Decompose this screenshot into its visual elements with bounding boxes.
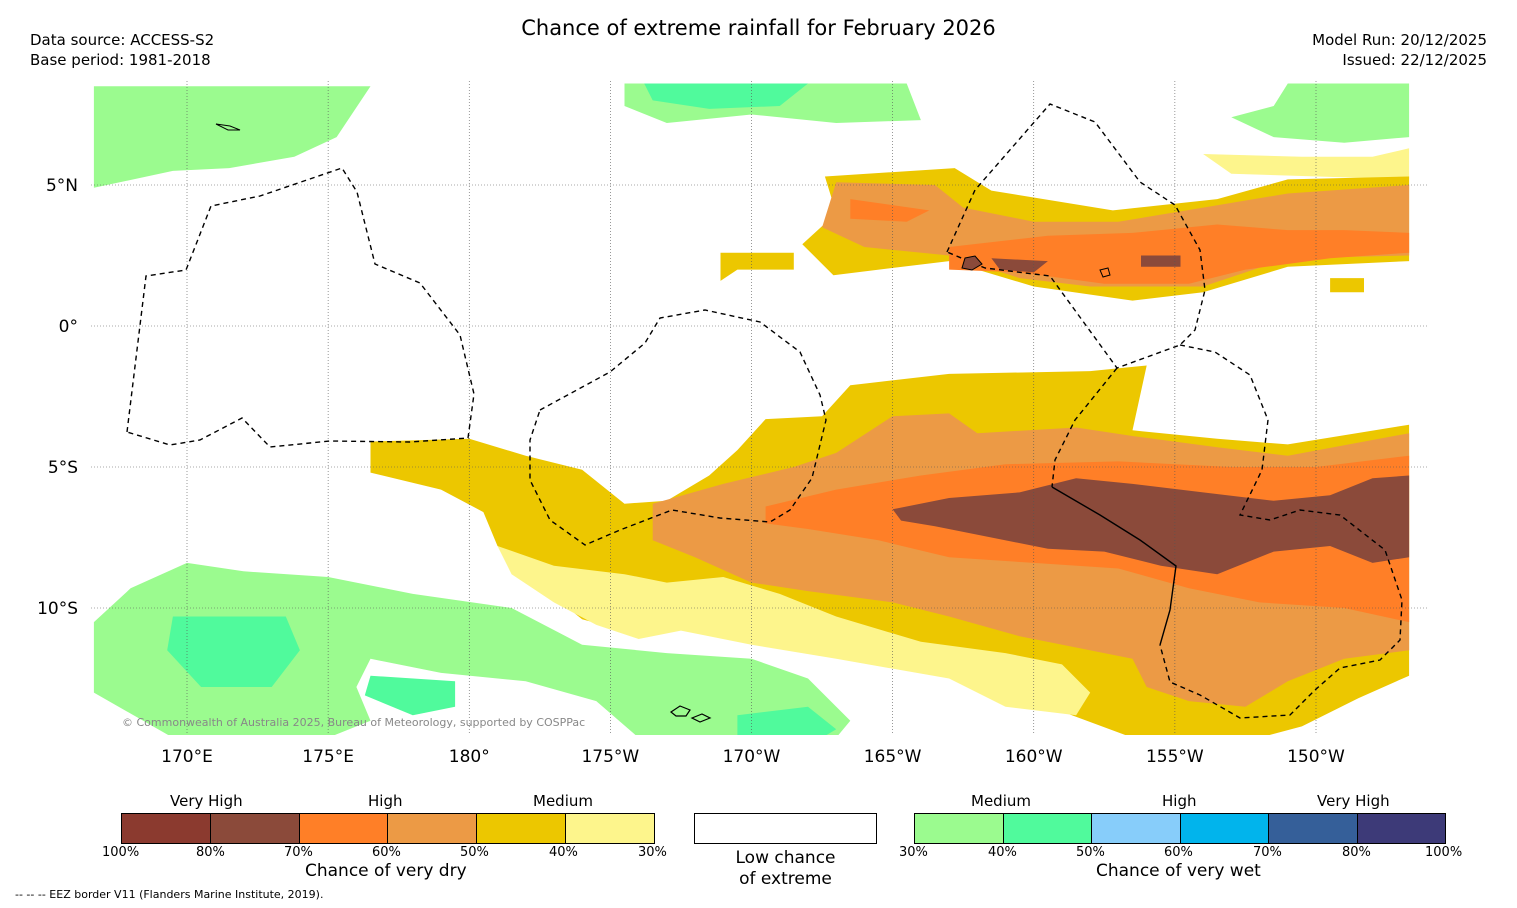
- dry-swatch-50-40: [477, 814, 567, 843]
- eez-border-howland: [529, 309, 827, 546]
- x-tick-label: 150°W: [1287, 747, 1345, 767]
- island-samoa-east: [690, 713, 712, 723]
- x-tick-label: 170°E: [161, 747, 213, 767]
- wet-swatch-60-70: [1180, 814, 1269, 843]
- wet-tick-30: 30%: [899, 845, 928, 860]
- wet-swatch-30-40: [915, 814, 1004, 843]
- dry-tick-30: 30%: [638, 845, 667, 860]
- dry-tick-100: 100%: [102, 845, 140, 860]
- base-period-label: Base period: 1981-2018: [30, 51, 211, 69]
- region-wet-40-50-2: [644, 83, 808, 109]
- eez-borders: [126, 103, 1403, 719]
- x-tick-label: 155°W: [1146, 747, 1204, 767]
- dry-tick-70: 70%: [284, 845, 313, 860]
- region-dry-80-70-17: [892, 475, 1410, 575]
- x-tick-label: 165°W: [864, 747, 922, 767]
- eez-border-cook: [1159, 344, 1403, 719]
- y-tick-label: 5°N: [46, 176, 78, 196]
- axis-ticks: 170°E 175°E 180° 175°W 170°W 165°W 160°W 155°W 1…: [37, 176, 1345, 767]
- low-chance-label: Low chance of extreme: [694, 848, 877, 890]
- wet-tick-40: 40%: [988, 845, 1017, 860]
- dry-group-high: High: [368, 792, 403, 810]
- region-dry-80-70-12: [1141, 255, 1181, 267]
- dry-swatch-100-80: [122, 814, 211, 843]
- low-chance-line1: Low chance: [735, 848, 836, 868]
- copyright-notice: © Commonwealth of Australia 2025, Bureau…: [122, 716, 586, 729]
- dry-swatch-40-30: [566, 814, 654, 843]
- eez-border-line-islands-north: [946, 103, 1206, 369]
- wet-group-very-high: Very High: [1317, 792, 1390, 810]
- x-tick-label: 160°W: [1005, 747, 1063, 767]
- wet-tick-80: 80%: [1342, 845, 1371, 860]
- low-chance-swatch: [694, 813, 877, 844]
- region-dry-40-30-14: [497, 546, 1091, 716]
- wet-tick-60: 60%: [1164, 845, 1193, 860]
- island-kiritimati: [961, 255, 983, 271]
- wet-tick-100: 100%: [1425, 845, 1463, 860]
- region-dry-50-40-7: [1330, 278, 1364, 293]
- region-dry-70-60-10: [949, 224, 1410, 284]
- region-wet-30-40-3: [1231, 83, 1410, 143]
- wet-swatch-40-50: [1003, 814, 1092, 843]
- islands: [215, 123, 1111, 723]
- wet-colorbar: [914, 813, 1446, 844]
- wet-group-high: High: [1162, 792, 1197, 810]
- eez-border-solid: [1051, 486, 1177, 646]
- region-wet-40-50-19: [167, 616, 300, 687]
- eez-border-marshall: [126, 167, 475, 448]
- region-dry-70-60-9: [850, 199, 930, 222]
- chart-title: Chance of extreme rainfall for February …: [521, 16, 996, 40]
- dry-tick-60: 60%: [372, 845, 401, 860]
- region-wet-30-40-0: [93, 86, 371, 188]
- region-wet-40-50-20: [364, 675, 456, 716]
- island-samoa: [669, 705, 691, 717]
- low-chance-line2: of extreme: [739, 869, 832, 889]
- dry-tick-50: 50%: [460, 845, 489, 860]
- y-tick-label: 0°: [59, 317, 78, 337]
- wet-colorbar-title: Chance of very wet: [1096, 861, 1261, 881]
- x-tick-label: 180°: [449, 747, 490, 767]
- dry-group-very-high: Very High: [170, 792, 243, 810]
- issued-label: Issued: 22/12/2025: [1342, 51, 1487, 69]
- island-atoll: [215, 123, 241, 131]
- dry-tick-80: 80%: [196, 845, 225, 860]
- island-tokelau: [1099, 267, 1111, 278]
- metadata-left: Data source: ACCESS-S2 Base period: 1981…: [30, 30, 214, 70]
- model-run-label: Model Run: 20/12/2025: [1312, 31, 1487, 49]
- x-tick-label: 175°E: [302, 747, 354, 767]
- metadata-right: Model Run: 20/12/2025 Issued: 22/12/2025: [1312, 30, 1487, 70]
- dry-tick-40: 40%: [549, 845, 578, 860]
- region-wet-40-50-21: [737, 706, 837, 735]
- dry-group-medium: Medium: [533, 792, 593, 810]
- data-source-label: Data source: ACCESS-S2: [30, 31, 215, 49]
- dry-swatch-70-60: [299, 814, 389, 843]
- dry-colorbar: [121, 813, 655, 844]
- wet-swatch-80-100: [1357, 814, 1445, 843]
- graticule: [91, 81, 1427, 735]
- x-tick-label: 170°W: [723, 747, 781, 767]
- wet-tick-70: 70%: [1253, 845, 1282, 860]
- dry-swatch-60-50: [388, 814, 478, 843]
- rainfall-regions: [93, 83, 1410, 735]
- wet-swatch-70-80: [1269, 814, 1358, 843]
- wet-group-medium: Medium: [971, 792, 1031, 810]
- dry-swatch-80-70: [210, 814, 300, 843]
- y-tick-label: 10°S: [37, 599, 78, 619]
- dry-colorbar-title: Chance of very dry: [305, 861, 467, 881]
- wet-tick-50: 50%: [1076, 845, 1105, 860]
- region-dry-40-30-4: [1203, 148, 1410, 180]
- wet-swatch-50-60: [1092, 814, 1181, 843]
- region-dry-50-40-6: [720, 252, 794, 281]
- x-tick-label: 175°W: [581, 747, 639, 767]
- y-tick-label: 5°S: [48, 458, 78, 478]
- region-wet-30-40-18: [93, 562, 851, 735]
- eez-footnote: -- -- -- EEZ border V11 (Flanders Marine…: [15, 888, 324, 901]
